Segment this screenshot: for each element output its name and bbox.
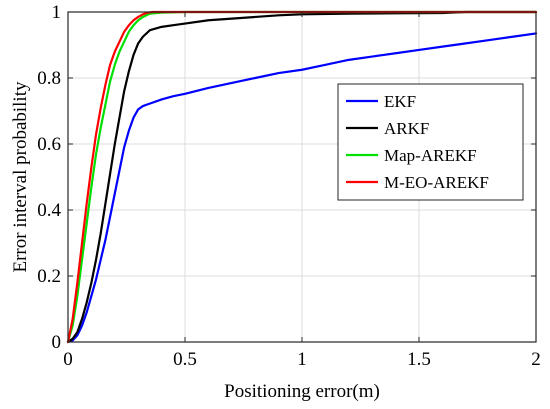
x-tick-label: 0.5 — [173, 349, 197, 370]
y-axis-label: Error interval probability — [10, 81, 31, 272]
y-tick-label: 0 — [52, 332, 62, 353]
legend-label: EKF — [384, 92, 416, 111]
y-tick-label: 0.4 — [37, 200, 61, 221]
y-tick-label: 0.2 — [37, 266, 61, 287]
axes — [67, 11, 537, 343]
y-tick-label: 0.8 — [37, 68, 61, 89]
y-tick-label: 1 — [52, 2, 62, 23]
tick-labels: 0 0.5 1 1.5 2 0 0.2 0.4 0.6 0.8 1 — [37, 2, 541, 370]
y-tick-label: 0.6 — [37, 134, 61, 155]
legend: EKF ARKF Map-AREKF M-EO-AREKF — [337, 83, 524, 201]
x-tick-label: 1 — [297, 349, 307, 370]
x-tick-label: 1.5 — [407, 349, 431, 370]
legend-box — [337, 83, 524, 201]
grid — [68, 12, 536, 342]
legend-label: ARKF — [384, 119, 429, 138]
series-line-ekf — [66, 32, 538, 344]
legend-label: M-EO-AREKF — [384, 173, 489, 192]
x-tick-label: 2 — [531, 349, 541, 370]
series-line-map-arekf — [66, 10, 538, 344]
x-axis-label: Positioning error(m) — [224, 381, 380, 402]
legend-label: Map-AREKF — [384, 146, 477, 165]
x-tick-label: 0 — [63, 349, 73, 370]
